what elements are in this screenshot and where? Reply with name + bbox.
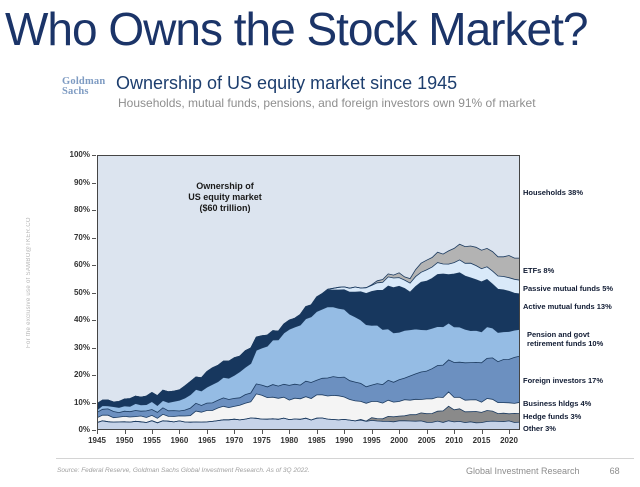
x-axis-tick [179,430,181,434]
goldman-sachs-logo: Goldman Sachs [62,77,105,96]
x-axis-tick [261,430,263,434]
series-label: Pension and govt retirement funds 10% [527,330,604,348]
x-axis-tick [454,430,456,434]
y-axis-tick [92,155,96,156]
series-label: Households 38% [523,188,584,197]
chart-plot-area [97,155,520,430]
chart-header-subtitle: Households, mutual funds, pensions, and … [118,96,536,110]
y-axis-tick [92,347,96,349]
x-axis-tick [481,430,483,434]
logo-line-1: Goldman [62,76,106,87]
y-axis-tick [92,265,96,266]
x-axis-tick [97,430,98,434]
series-label: Other 3% [523,424,556,433]
x-axis-label: 1950 [115,436,134,445]
y-axis-label: 90% [73,177,90,187]
footer-right: Global Investment Research 68 [466,466,620,476]
series-label: Passive mutual funds 5% [523,284,614,293]
y-axis-label: 50% [73,287,90,297]
x-axis-tick [399,430,401,434]
x-axis-label: 2015 [472,436,491,445]
x-axis-label: 1975 [252,436,271,445]
x-axis-tick [151,430,153,434]
series-label: Foreign investors 17% [523,376,604,385]
x-axis-label: 1960 [170,436,189,445]
x-axis-label: 1980 [280,436,299,445]
y-axis-tick [92,292,96,294]
y-axis-tick [92,182,96,184]
y-axis-label: 20% [73,370,90,379]
chart-header-title: Ownership of US equity market since 1945 [116,73,458,93]
x-axis-label: 1970 [225,436,244,445]
y-axis-label: 40% [73,315,90,324]
y-axis-label: 0% [78,425,90,434]
source-note: Source: Federal Reserve, Goldman Sachs G… [57,467,310,474]
x-axis-tick [289,430,291,434]
x-axis-label: 1985 [307,436,326,445]
y-axis-tick [92,320,96,321]
y-axis-label: 60% [73,260,90,269]
logo-line-2: Sachs [62,85,89,97]
x-axis-tick [316,430,318,434]
y-axis-tick [92,402,96,404]
series-label: Active mutual funds 13% [523,302,612,311]
watermark-text: For the exclusive use of SAMBO@TKER.CO [26,217,32,348]
footer-divider [56,458,634,459]
x-axis-tick [426,430,428,434]
y-axis-tick [92,237,96,239]
x-axis-tick [124,430,126,434]
x-axis-tick [509,430,510,434]
chart-annotation: Ownership of US equity market ($60 trill… [188,181,262,213]
y-axis-label: 30% [73,342,90,352]
y-axis-label: 100% [69,150,90,159]
page-number: 68 [609,466,620,476]
x-axis-label: 1945 [88,436,106,445]
x-axis-label: 1955 [142,436,161,445]
x-axis-label: 2010 [445,436,463,445]
y-axis-label: 80% [73,205,90,214]
series-label: ETFs 8% [523,266,555,275]
x-axis-label: 1990 [335,436,354,445]
y-axis-label: 70% [73,232,90,242]
x-axis-tick [344,430,346,434]
x-axis-label: 2020 [500,436,518,445]
series-label: Business hldgs 4% [523,399,592,408]
x-axis-label: 1965 [197,436,216,445]
x-axis-label: 2005 [417,436,436,445]
y-axis-tick [92,375,96,376]
page-title: Who Owns the Stock Market? [5,3,588,55]
series-label: Hedge funds 3% [523,412,582,421]
x-axis-tick [206,430,208,434]
footer-brand: Global Investment Research [466,466,580,476]
y-axis-label: 10% [73,397,90,407]
x-axis-tick [371,430,373,434]
y-axis-tick [92,430,96,431]
x-axis-tick [234,430,236,434]
x-axis-label: 2000 [390,436,408,445]
stacked-area-chart [97,155,520,430]
y-axis-tick [92,210,96,211]
x-axis-label: 1995 [362,436,381,445]
